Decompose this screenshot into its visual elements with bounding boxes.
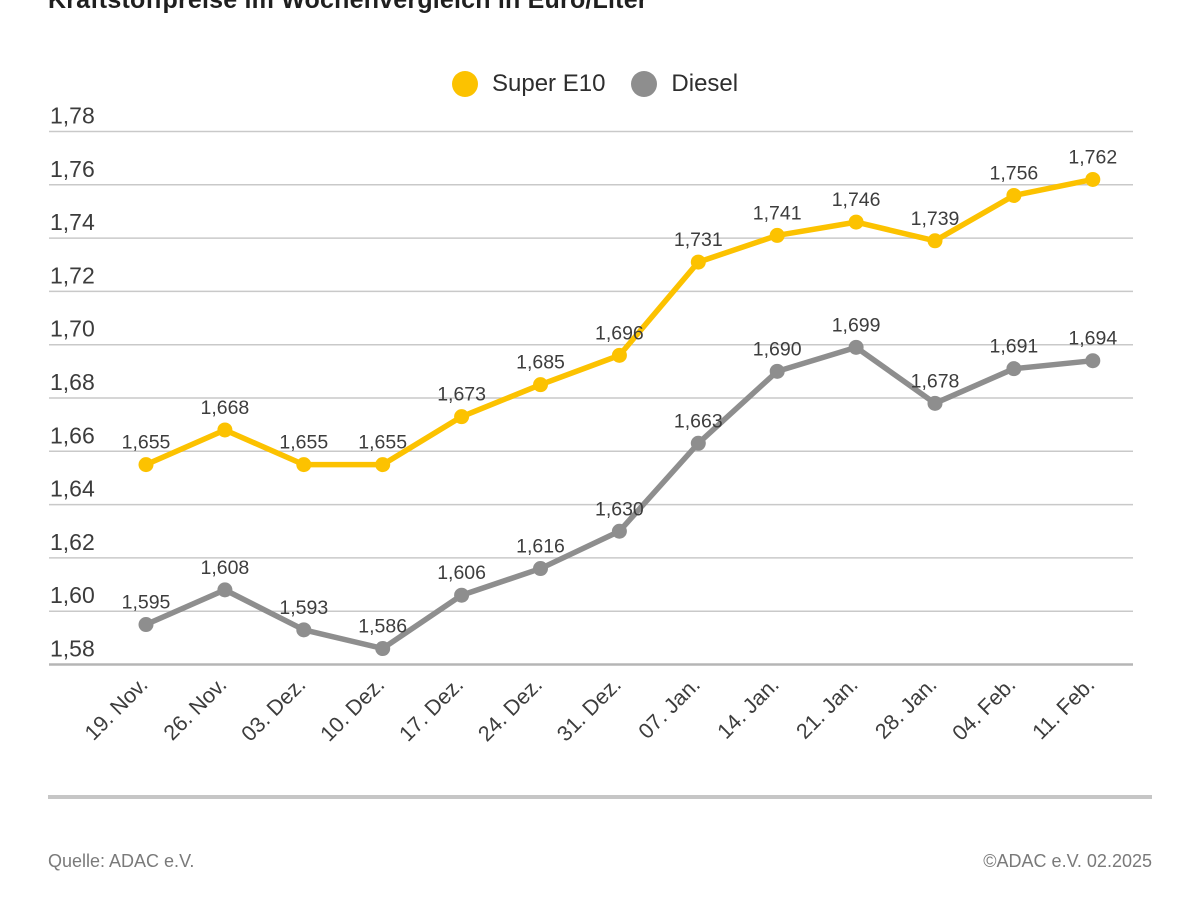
data-point — [611, 523, 627, 539]
x-tick-label: 24. Dez. — [473, 673, 547, 747]
data-label: 1,595 — [122, 592, 171, 614]
data-point — [848, 339, 864, 355]
data-label: 1,616 — [516, 536, 565, 558]
diesel-dot-icon — [631, 71, 658, 97]
data-point — [296, 457, 312, 473]
data-label: 1,694 — [1068, 328, 1117, 350]
y-tick-label: 1,70 — [50, 316, 95, 342]
data-label: 1,608 — [200, 557, 249, 579]
data-label: 1,691 — [989, 336, 1038, 358]
data-point — [454, 409, 470, 425]
data-label: 1,655 — [358, 432, 407, 454]
data-point — [1006, 361, 1022, 377]
data-label: 1,655 — [279, 432, 328, 454]
series-super-e10: 1,655 1,668 1,655 1,655 1,673 1,685 1,696 1,731… — [122, 146, 1117, 473]
super-e10-dot-icon — [452, 71, 478, 97]
y-tick-label: 1,58 — [50, 636, 95, 662]
data-label: 1,685 — [516, 352, 565, 374]
chart-title: Kraftstoffpreise im Wochenvergleich in E… — [48, 0, 648, 14]
y-axis-labels: 1,78 1,76 1,74 1,72 1,70 1,68 1,66 1,64 1,62 1,60… — [50, 103, 95, 662]
data-label: 1,655 — [122, 432, 171, 454]
footer-copyright-text: ©ADAC e.V. 02.2025 — [983, 851, 1152, 871]
data-label: 1,762 — [1068, 146, 1117, 168]
data-label: 1,731 — [674, 229, 723, 251]
data-point — [296, 622, 312, 638]
line-chart: 1,78 1,76 1,74 1,72 1,70 1,68 1,66 1,64 1,62 1,60… — [49, 103, 1133, 747]
y-tick-label: 1,64 — [50, 476, 95, 502]
data-label: 1,739 — [911, 208, 960, 230]
data-point — [375, 641, 391, 657]
x-tick-label: 31. Dez. — [552, 673, 626, 747]
data-point — [848, 214, 864, 230]
data-point — [1085, 171, 1101, 187]
legend-item-super-e10: Super E10 — [452, 70, 605, 98]
legend-label-diesel: Diesel — [671, 70, 739, 97]
data-point — [454, 587, 470, 603]
data-label: 1,756 — [989, 162, 1038, 184]
data-label: 1,696 — [595, 322, 644, 344]
data-point — [217, 582, 233, 598]
x-tick-label: 11. Feb. — [1028, 673, 1100, 745]
data-point — [217, 422, 233, 438]
gridlines — [49, 130, 1133, 666]
data-point — [927, 395, 943, 411]
data-label: 1,586 — [358, 616, 407, 638]
data-point — [611, 347, 627, 363]
x-tick-label: 26. Nov. — [159, 673, 231, 745]
y-tick-label: 1,78 — [50, 103, 95, 129]
data-point — [375, 457, 391, 473]
data-label: 1,673 — [437, 384, 486, 406]
data-point — [927, 233, 943, 249]
y-tick-label: 1,72 — [50, 262, 95, 288]
series-diesel: 1,595 1,608 1,593 1,586 1,606 1,616 1,630 1,663… — [122, 314, 1117, 657]
y-tick-label: 1,76 — [50, 156, 95, 182]
data-label: 1,746 — [832, 189, 881, 211]
data-label: 1,699 — [832, 314, 881, 336]
data-point — [1085, 353, 1101, 369]
x-tick-label: 21. Jan. — [792, 673, 863, 744]
data-label: 1,668 — [200, 397, 249, 419]
chart-legend: Super E10 Diesel — [452, 68, 738, 100]
x-tick-label: 04. Feb. — [948, 673, 1021, 746]
x-tick-label: 14. Jan. — [713, 673, 784, 744]
data-label: 1,741 — [753, 202, 802, 224]
legend-item-diesel: Diesel — [631, 70, 738, 98]
data-point — [533, 377, 548, 393]
footer-divider — [48, 795, 1152, 799]
y-tick-label: 1,66 — [50, 422, 95, 448]
data-point — [690, 435, 706, 451]
x-tick-label: 17. Dez. — [395, 673, 469, 747]
data-label: 1,606 — [437, 562, 486, 584]
data-point — [1006, 187, 1022, 203]
data-point — [769, 363, 785, 379]
y-tick-label: 1,60 — [50, 582, 95, 608]
data-point — [138, 457, 154, 473]
x-tick-label: 28. Jan. — [870, 673, 941, 744]
data-label: 1,663 — [674, 410, 723, 432]
footer-source-text: Quelle: ADAC e.V. — [48, 851, 195, 871]
x-tick-label: 03. Dez. — [237, 673, 311, 747]
x-tick-label: 19. Nov. — [80, 673, 152, 745]
data-point — [690, 254, 706, 270]
data-label: 1,678 — [911, 370, 960, 392]
y-tick-label: 1,62 — [50, 529, 95, 555]
data-label: 1,593 — [279, 597, 328, 619]
x-tick-label: 07. Jan. — [634, 673, 705, 744]
data-point — [533, 561, 548, 577]
data-label: 1,690 — [753, 338, 802, 360]
data-point — [138, 617, 154, 633]
x-tick-label: 10. Dez. — [316, 673, 390, 747]
y-tick-label: 1,74 — [50, 209, 95, 235]
x-axis-labels: 19. Nov. 26. Nov. 03. Dez. 10. Dez. 17. Dez.… — [80, 673, 1099, 747]
data-label: 1,630 — [595, 498, 644, 520]
data-point — [769, 227, 785, 243]
y-tick-label: 1,68 — [50, 369, 95, 395]
legend-label-super-e10: Super E10 — [492, 70, 606, 97]
